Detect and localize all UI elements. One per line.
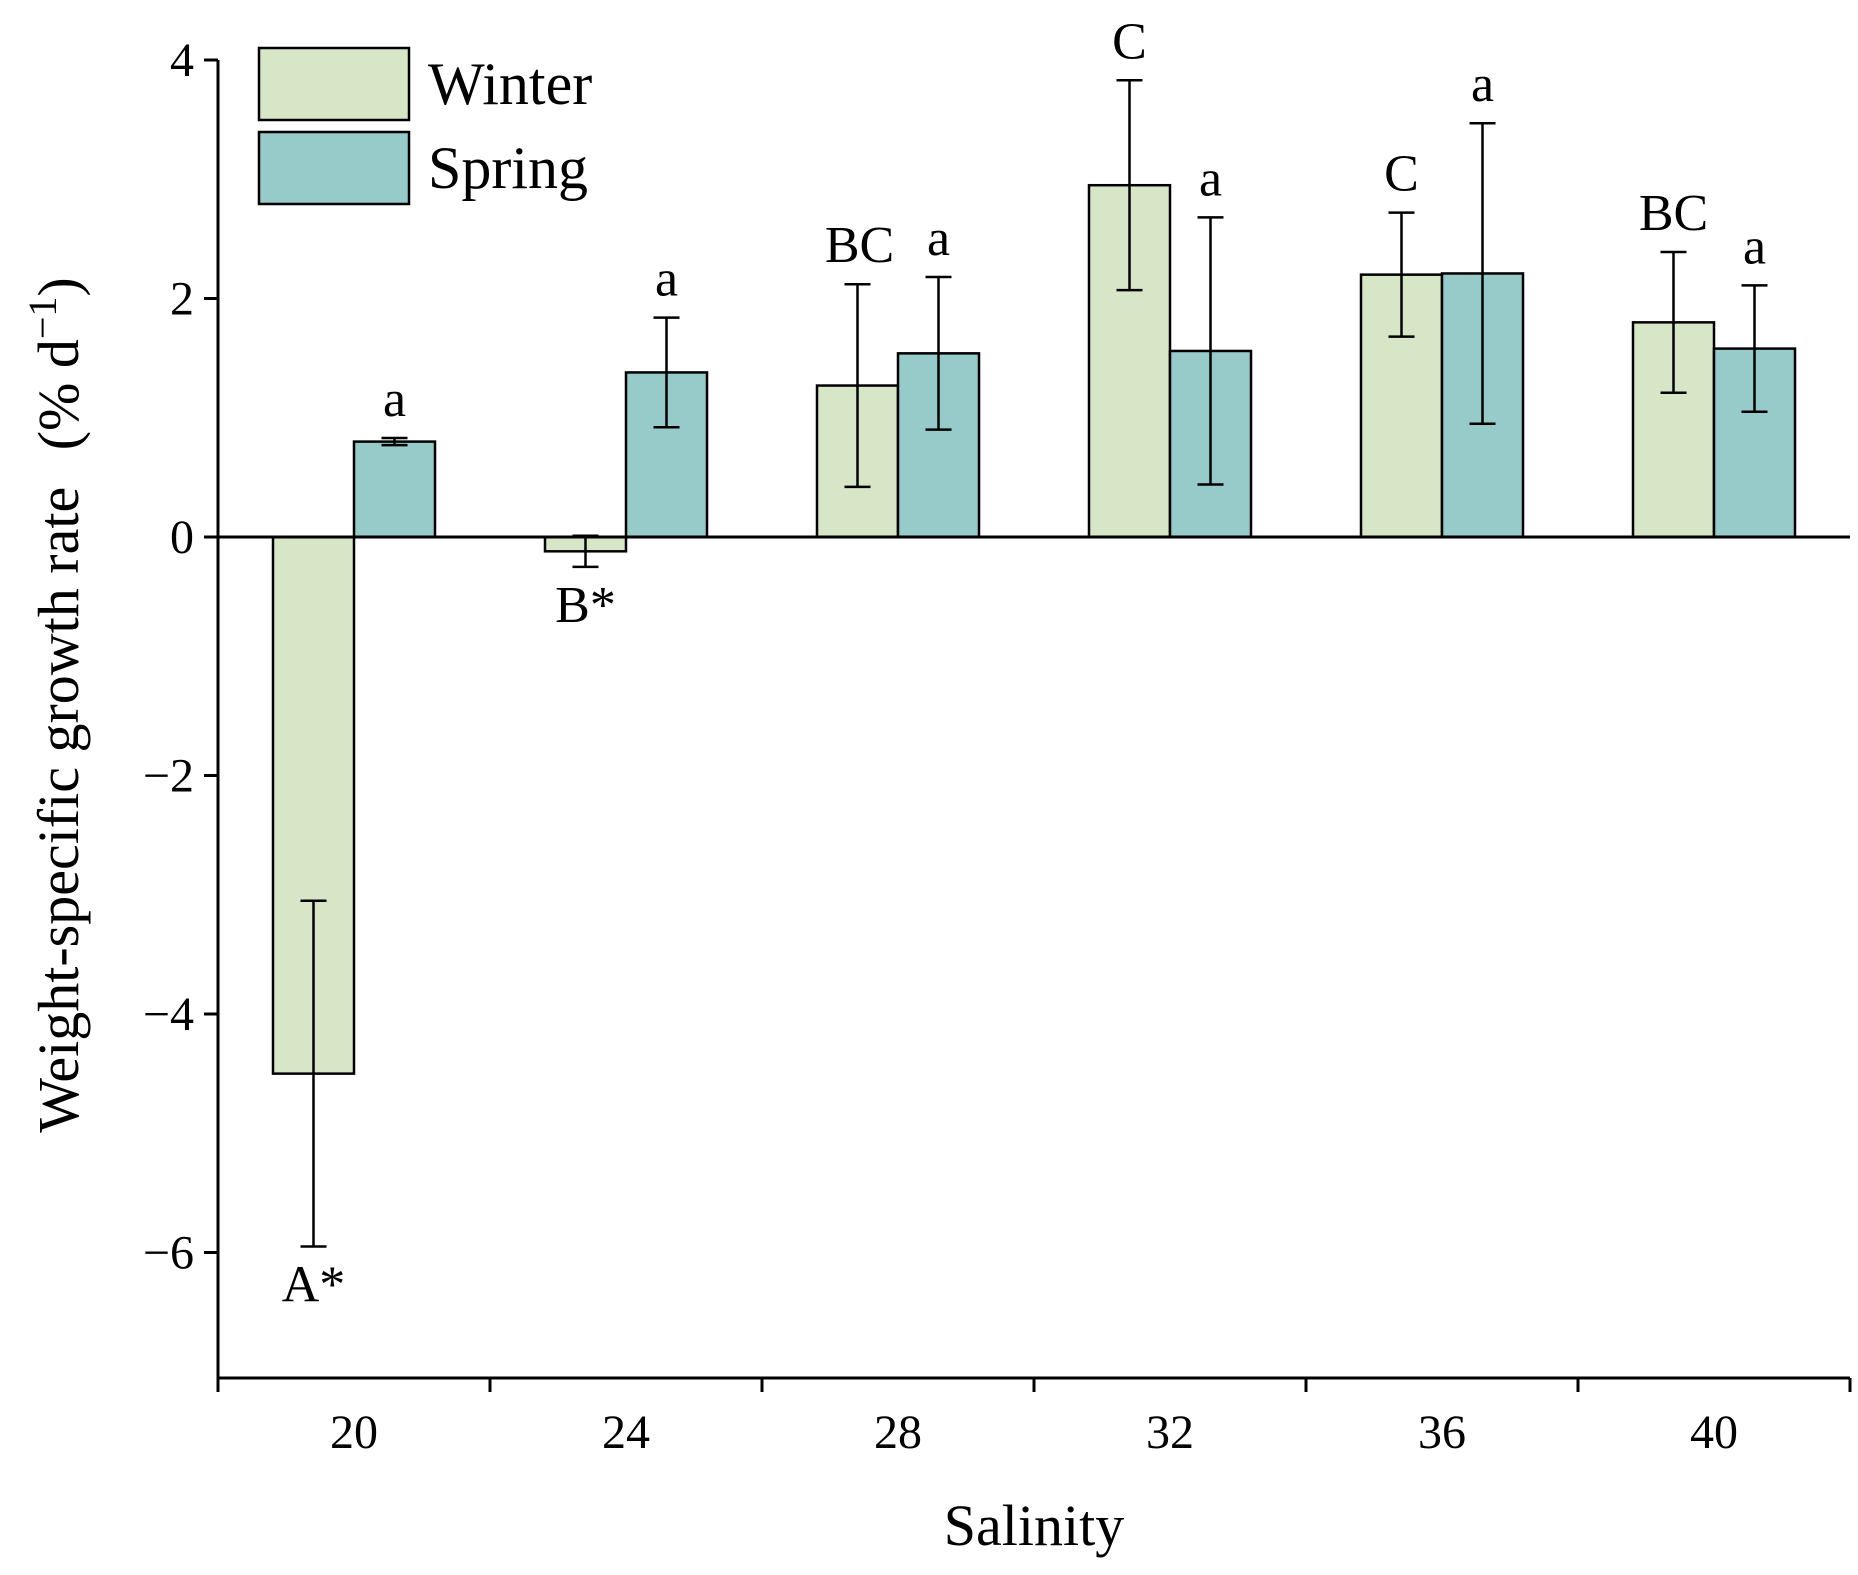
x-axis-title: Salinity — [944, 1493, 1124, 1558]
significance-label: BC — [825, 217, 894, 274]
x-tick-label: 32 — [1146, 1406, 1194, 1459]
plot-area: A* B* BC C C BC a a a a a a — [271, 13, 1797, 1314]
y-axis-title-unit-close: ) — [26, 277, 91, 296]
x-tick-label: 36 — [1418, 1406, 1466, 1459]
x-tick-label: 20 — [330, 1406, 378, 1459]
legend-label-spring: Spring — [428, 135, 588, 201]
y-tick-label: −4 — [143, 988, 194, 1041]
x-tick-label: 24 — [602, 1406, 650, 1459]
y-tick-label: 0 — [170, 511, 194, 564]
significance-label: a — [1471, 56, 1494, 113]
y-tick-label: −6 — [143, 1227, 194, 1280]
significance-label: a — [927, 210, 950, 267]
x-tick-label: 40 — [1690, 1406, 1738, 1459]
significance-label: BC — [1639, 185, 1708, 242]
significance-label: a — [383, 371, 406, 428]
bar-spring — [352, 440, 437, 539]
y-tick-label: −2 — [143, 750, 194, 803]
significance-label: C — [1384, 146, 1419, 203]
significance-label: a — [1199, 150, 1222, 207]
significance-label: a — [1743, 218, 1766, 275]
y-tick-label: 2 — [170, 273, 194, 326]
y-axis-title-unit: (% d — [26, 339, 91, 450]
y-axis-title: Weight-specific growth rate (% d−1) — [20, 277, 91, 1133]
significance-label: a — [655, 251, 678, 308]
legend-label-winter: Winter — [428, 51, 592, 117]
legend-swatch-winter — [257, 46, 411, 122]
significance-label: C — [1112, 13, 1147, 70]
x-tick-label: 28 — [874, 1406, 922, 1459]
significance-label: B* — [555, 577, 616, 634]
y-axis-title-unit-sup: −1 — [20, 297, 65, 340]
y-axis-title-main: Weight-specific growth rate — [26, 487, 91, 1133]
y-tick-label: 4 — [170, 34, 194, 87]
significance-label: A* — [282, 1257, 346, 1314]
legend-swatch-spring — [257, 130, 411, 206]
legend: Winter Spring — [257, 46, 592, 206]
